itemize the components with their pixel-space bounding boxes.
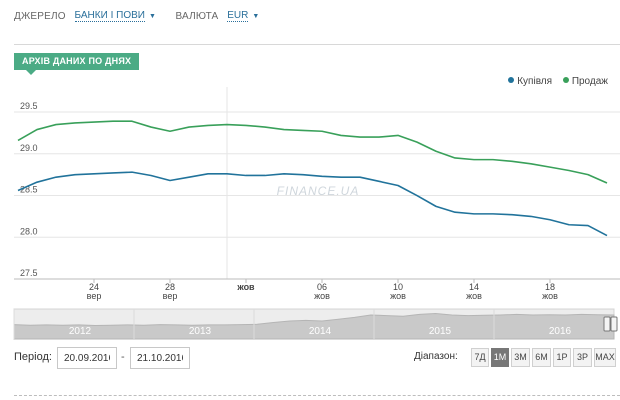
x-tick-month: жов (542, 291, 558, 301)
buy-series-line (17, 171, 608, 237)
x-tick-day: 06 (317, 282, 327, 292)
navigator-handle[interactable] (610, 316, 618, 332)
y-tick-label: 27.5 (20, 268, 38, 278)
navigator-year-label: 2016 (549, 326, 572, 337)
x-tick-month: вер (87, 291, 102, 301)
range-label: Діапазон: (414, 351, 458, 362)
y-tick-label: 29.5 (20, 101, 38, 111)
legend-dot-buy (508, 77, 515, 83)
x-tick-day: 18 (545, 282, 555, 292)
x-tick-month: жов (236, 282, 255, 292)
period-label: Період: (14, 351, 52, 363)
navigator-year-label: 2012 (69, 326, 92, 337)
currency-value: EUR (227, 10, 249, 22)
x-tick-month: жов (314, 291, 330, 301)
source-value: БАНКИ І ПОВИ (74, 10, 145, 22)
bottom-divider (14, 395, 620, 396)
legend-item-sell[interactable]: Продаж (562, 76, 608, 87)
range-button-4[interactable]: 1Р (553, 348, 571, 367)
legend-item-buy[interactable]: Купівля (508, 76, 552, 87)
range-button-6[interactable]: MAX (594, 348, 616, 367)
y-tick-label: 28.0 (20, 226, 38, 236)
x-tick-day: 28 (165, 282, 175, 292)
currency-dropdown[interactable]: EUR ▼ (227, 10, 259, 22)
source-label: ДЖЕРЕЛО (14, 10, 66, 22)
range-button-2[interactable]: 3М (511, 348, 530, 367)
legend-label-buy: Купівля (517, 76, 553, 87)
navigator-year-label: 2013 (189, 326, 212, 337)
filters-bar: ДЖЕРЕЛО БАНКИ І ПОВИ ▼ ВАЛЮТА EUR ▼ (14, 10, 259, 24)
watermark-logo: FINANCE.UA (277, 184, 360, 198)
range-button-5[interactable]: 3Р (573, 348, 592, 367)
date-from-input[interactable] (57, 347, 117, 369)
legend-label-sell: Продаж (571, 76, 608, 87)
chart-legend: Купівля Продаж (500, 76, 608, 87)
x-tick-month: вер (163, 291, 178, 301)
range-button-3[interactable]: 6М (532, 348, 551, 367)
navigator-year-label: 2015 (429, 326, 452, 337)
x-tick-day: 14 (469, 282, 479, 292)
navigator-handle[interactable] (603, 316, 611, 332)
x-tick-day: 24 (89, 282, 99, 292)
chevron-down-icon: ▼ (252, 12, 260, 20)
legend-dot-sell (562, 77, 569, 83)
navigator-area (13, 312, 615, 340)
x-tick-day: 10 (393, 282, 403, 292)
navigator-year-label: 2014 (309, 326, 332, 337)
top-divider (14, 44, 620, 45)
date-to-input[interactable] (130, 347, 190, 369)
sell-series-line (17, 120, 608, 184)
x-tick-month: жов (390, 291, 406, 301)
currency-label: ВАЛЮТА (175, 10, 219, 22)
y-tick-label: 29.0 (20, 143, 38, 153)
period-dash: - (121, 351, 125, 363)
source-dropdown[interactable]: БАНКИ І ПОВИ ▼ (74, 10, 156, 22)
x-tick-month: жов (466, 291, 482, 301)
range-button-0[interactable]: 7Д (471, 348, 489, 367)
chevron-down-icon: ▼ (148, 12, 156, 20)
y-tick-label: 28.5 (20, 185, 38, 195)
range-button-1[interactable]: 1М (491, 348, 509, 367)
archive-tab[interactable]: АРХІВ ДАНИХ ПО ДНЯХ (14, 53, 140, 75)
